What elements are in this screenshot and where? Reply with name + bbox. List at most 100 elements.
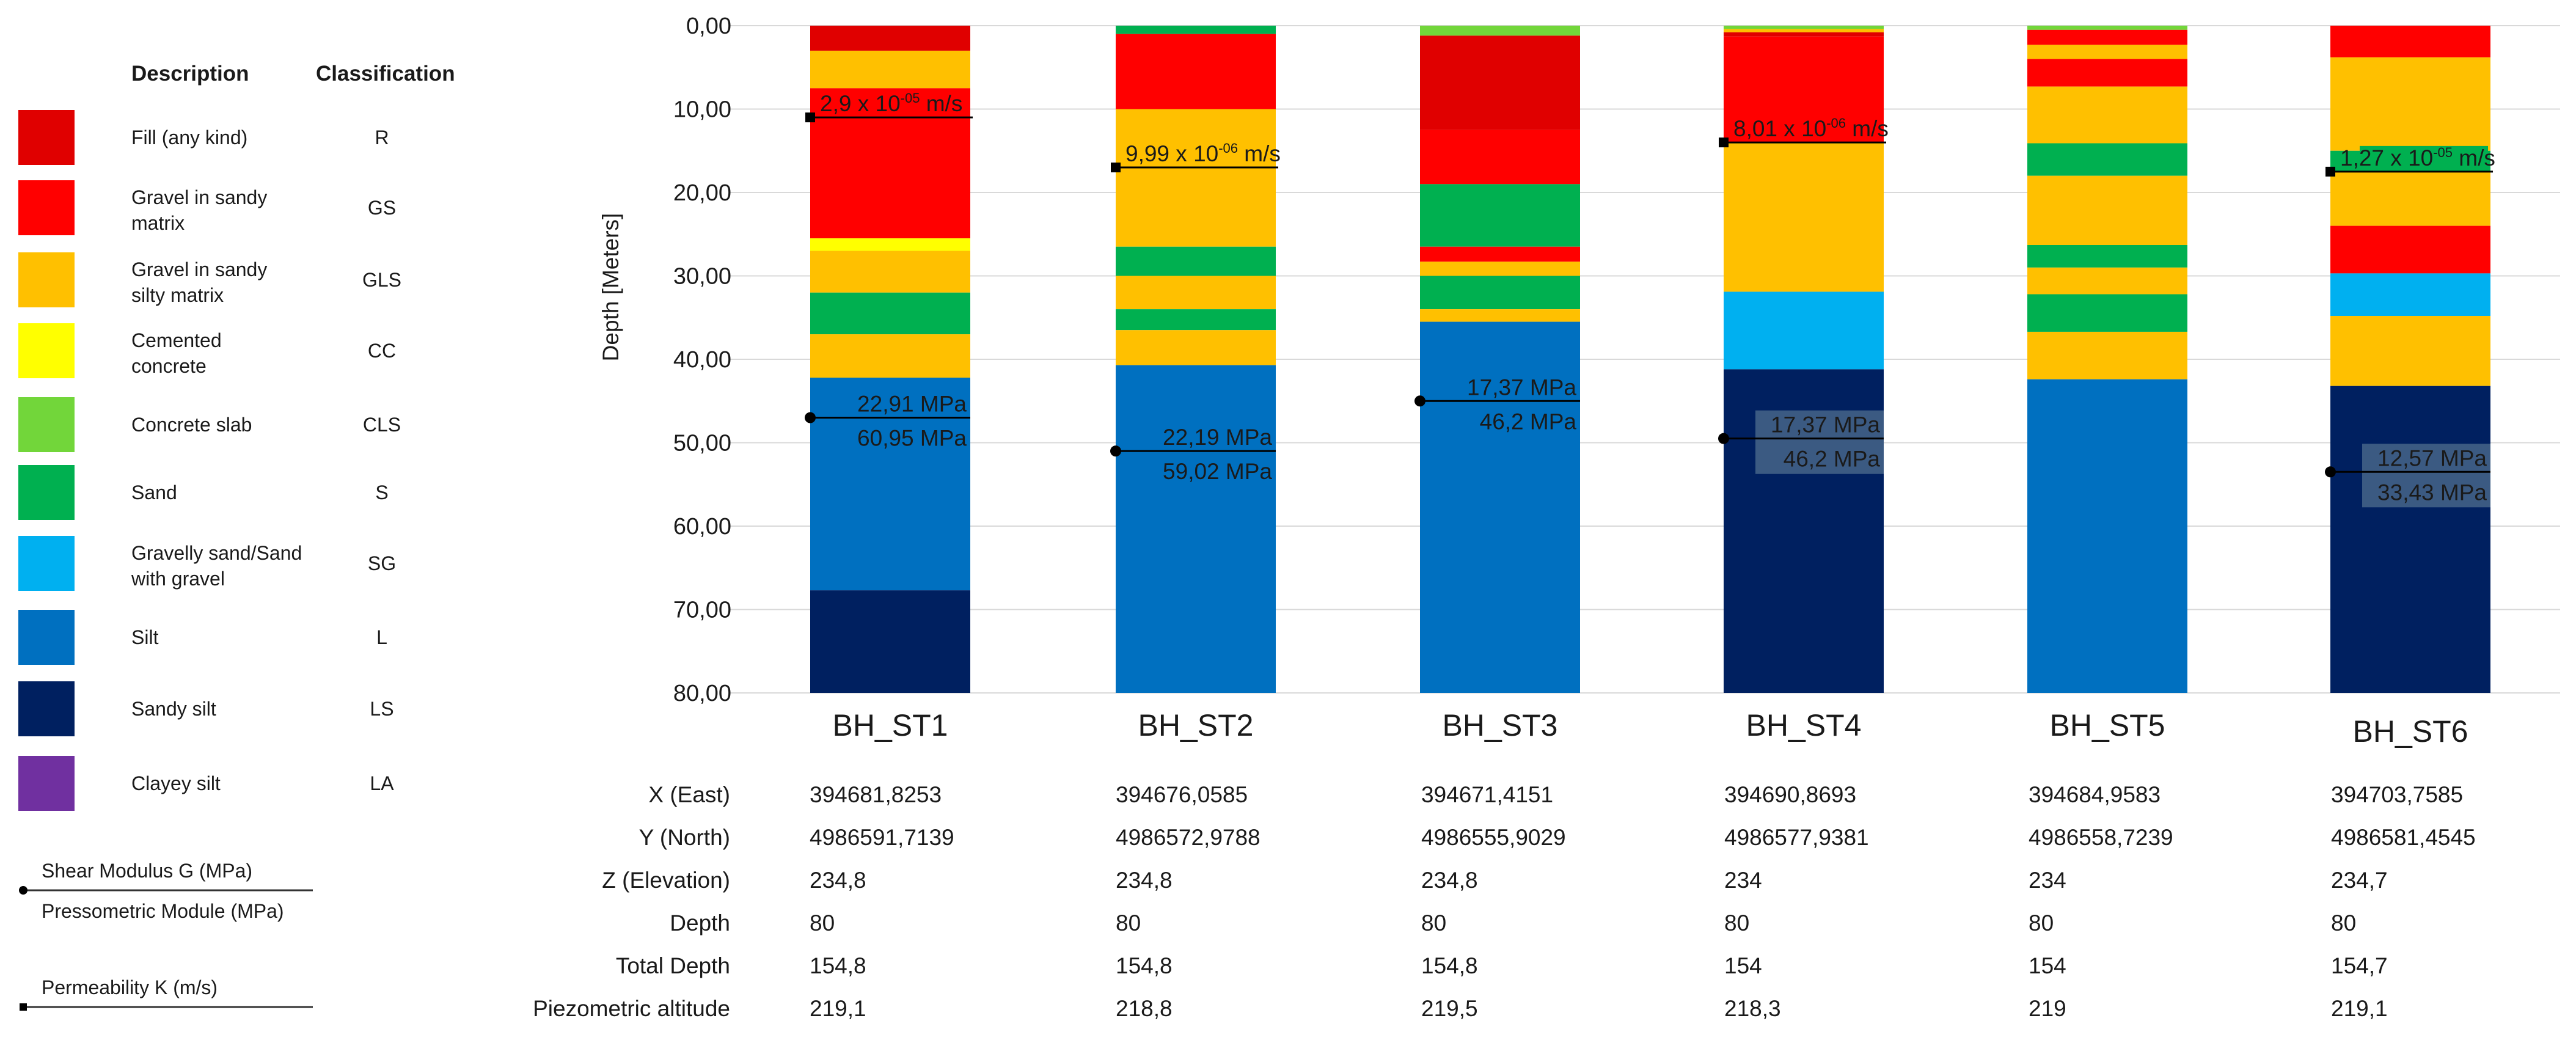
table-cell: 154,8 [1116, 953, 1173, 978]
legend-header-classification: Classification [316, 62, 455, 86]
layer-s [1420, 184, 1580, 247]
layer-s [1116, 246, 1276, 276]
layer-s [2027, 244, 2187, 268]
table-cell: 80 [1421, 910, 1446, 936]
modulus-marker-bh_st4: 17,37 MPa 46,2 MPa [1718, 410, 1884, 474]
table-row: Z (Elevation) 234,8 234,8 234,8 234 234 234,7 [602, 868, 2387, 893]
legend-item-gs: Gravel in sandy matrix GS [18, 180, 396, 235]
layer-sg [2330, 273, 2490, 317]
layer-r [810, 26, 970, 51]
table-row: X (East) 394681,8253 394676,0585 394671,415… [648, 782, 2463, 807]
layer-gs [2027, 29, 2187, 45]
table-cell: 154 [1724, 953, 1762, 978]
layer-cls [1420, 26, 1580, 36]
modulus-dot [2325, 466, 2336, 478]
permeability-square [1719, 137, 1729, 148]
layer-gls [1420, 262, 1580, 276]
table-cell: 218,8 [1116, 996, 1173, 1021]
legend-desc-line1: Gravel in sandy [131, 186, 267, 208]
table-row-label: Depth [670, 910, 730, 936]
layer-s [810, 292, 970, 335]
table-cell: 234,8 [810, 868, 866, 893]
table-cell: 4986577,9381 [1724, 825, 1869, 850]
table-cell: 234 [1724, 868, 1762, 893]
x-label-bh_st6: BH_ST6 [2353, 714, 2468, 749]
y-tick-label: 50,00 [673, 431, 731, 456]
y-axis: 0,00 10,00 20,00 30,00 40,00 50,00 60,00 70,00 8… [598, 13, 731, 706]
y-tick-label: 40,00 [673, 347, 731, 373]
table-cell: 394671,4151 [1421, 782, 1553, 807]
permeability-square [2325, 166, 2335, 177]
layer-s [1420, 276, 1580, 310]
legend-desc-line1: Cemented [131, 329, 222, 351]
table-row-label: X (East) [648, 782, 730, 807]
x-label-bh_st4: BH_ST4 [1746, 708, 1862, 742]
table-cell: 234 [2029, 868, 2066, 893]
layer-gls [810, 251, 970, 293]
legend-swatch-r [18, 110, 75, 165]
legend-desc: Sandy silt [131, 698, 216, 720]
legend-code: R [375, 126, 389, 148]
borehole-column-bh_st1 [810, 26, 970, 693]
layer-gls [2330, 316, 2490, 386]
table-cell: 394676,0585 [1116, 782, 1248, 807]
permeability-value: 8,01 x 10-06 m/s [1733, 115, 1889, 141]
legend-swatch-gs [18, 180, 75, 235]
legend-code: SG [368, 552, 396, 574]
legend-desc-line2: concrete [131, 355, 207, 377]
layer-l [1420, 321, 1580, 693]
y-tick-label: 0,00 [686, 13, 731, 39]
permeability-value: 2,9 x 10-05 m/s [820, 90, 962, 116]
legend-code: S [375, 482, 388, 504]
layer-sg [1724, 291, 1884, 370]
y-tick-label: 20,00 [673, 180, 731, 206]
borehole-column-bh_st6 [2330, 26, 2490, 693]
shear-modulus-value: 22,19 MPa [1163, 425, 1272, 450]
pressiometric-value: 59,02 MPa [1163, 459, 1272, 484]
permeability-square [805, 112, 815, 123]
layer-s [2027, 294, 2187, 332]
permeability-square [1111, 163, 1121, 173]
layer-gls [2027, 86, 2187, 144]
table-cell: 80 [2331, 910, 2356, 936]
legend-pressiometric-label: Pressometric Module (MPa) [42, 900, 284, 922]
permeability-marker-bh_st2: 9,99 x 10-06 m/s [1111, 141, 1281, 173]
borehole-column-bh_st3 [1420, 26, 1580, 693]
legend-swatch-gls [18, 252, 75, 307]
layer-gs [1724, 36, 1884, 143]
legend-item-cc: Cemented concrete CC [18, 323, 396, 378]
table-row-label: Total Depth [616, 953, 730, 978]
legend-swatch-la [18, 756, 75, 811]
y-tick-label: 30,00 [673, 264, 731, 290]
x-label-bh_st3: BH_ST3 [1443, 708, 1558, 742]
legend-item-sg: Gravelly sand/Sand with gravel SG [18, 536, 396, 591]
table-cell: 4986591,7139 [810, 825, 954, 850]
legend-desc: Sand [131, 482, 177, 504]
legend-desc-line2: matrix [131, 212, 185, 234]
layer-gs [2330, 225, 2490, 274]
table-cell: 154,7 [2331, 953, 2388, 978]
y-axis-title: Depth [Meters] [598, 213, 623, 362]
legend-item-cls: Concrete slab CLS [18, 397, 401, 452]
legend-code: CC [368, 340, 396, 362]
legend-desc: Clayey silt [131, 772, 221, 794]
modulus-label-bg [1755, 410, 1884, 474]
layer-gls [1116, 276, 1276, 310]
layer-r [1724, 32, 1884, 37]
permeability-value: 1,27 x 10-05 m/s [2340, 145, 2495, 170]
table-cell: 80 [2029, 910, 2054, 936]
legend-code: CLS [363, 414, 401, 436]
legend-code: L [376, 626, 387, 648]
layer-cls [2027, 26, 2187, 30]
table-row: Total Depth 154,8 154,8 154,8 154 154 154,7 [616, 953, 2388, 978]
layer-r [1420, 35, 1580, 130]
shear-modulus-value: 17,37 MPa [1771, 412, 1880, 438]
legend-desc: Fill (any kind) [131, 126, 247, 148]
pressiometric-value: 46,2 MPa [1784, 447, 1881, 472]
modulus-marker-bh_st1: 22,91 MPa 60,95 MPa [805, 392, 970, 451]
modulus-dot [805, 412, 816, 423]
y-tick-label: 70,00 [673, 598, 731, 623]
legend-permeability-marker: Permeability K (m/s) [20, 976, 313, 1011]
y-tick-label: 80,00 [673, 681, 731, 706]
table-cell: 80 [1724, 910, 1749, 936]
